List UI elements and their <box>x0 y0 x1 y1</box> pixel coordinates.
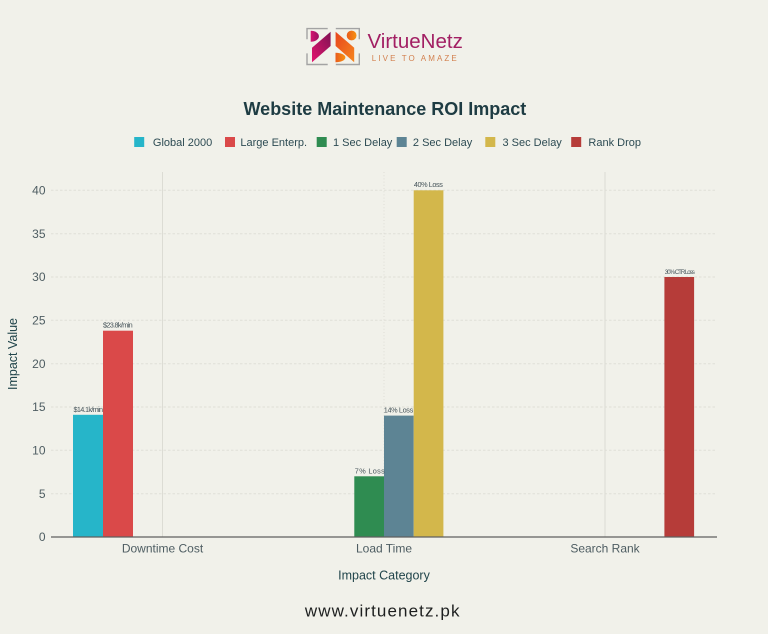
svg-text:Large Enterp.: Large Enterp. <box>240 137 307 149</box>
svg-text:$23.8k/min: $23.8k/min <box>103 321 133 330</box>
svg-text:Rank Drop: Rank Drop <box>588 137 641 149</box>
svg-text:7% Loss: 7% Loss <box>355 466 385 475</box>
svg-text:14% Loss: 14% Loss <box>384 406 414 415</box>
svg-text:Load Time: Load Time <box>356 542 412 556</box>
svg-text:Downtime Cost: Downtime Cost <box>122 542 204 556</box>
svg-text:30: 30 <box>32 270 46 284</box>
svg-text:30% CTR Loss: 30% CTR Loss <box>665 269 695 276</box>
svg-text:Impact Value: Impact Value <box>6 318 20 390</box>
svg-text:5: 5 <box>39 487 46 501</box>
svg-text:1 Sec Delay: 1 Sec Delay <box>333 137 393 149</box>
svg-text:3 Sec Delay: 3 Sec Delay <box>503 137 563 149</box>
svg-text:25: 25 <box>32 314 46 328</box>
svg-text:Search Rank: Search Rank <box>570 542 640 556</box>
svg-text:10: 10 <box>32 444 46 458</box>
svg-text:15: 15 <box>32 400 46 414</box>
svg-text:www.virtuenetz.pk: www.virtuenetz.pk <box>304 602 461 621</box>
svg-text:40: 40 <box>32 184 46 198</box>
svg-text:Global 2000: Global 2000 <box>153 137 212 149</box>
svg-text:20: 20 <box>32 357 46 371</box>
svg-text:VirtueNetz: VirtueNetz <box>368 30 463 53</box>
svg-text:35: 35 <box>32 227 46 241</box>
svg-text:Website Maintenance ROI Impact: Website Maintenance ROI Impact <box>244 99 527 119</box>
svg-text:LIVE TO AMAZE: LIVE TO AMAZE <box>372 54 459 63</box>
svg-text:Impact Category: Impact Category <box>338 569 430 583</box>
svg-text:40% Loss: 40% Loss <box>414 180 443 189</box>
svg-text:2 Sec Delay: 2 Sec Delay <box>413 137 473 149</box>
svg-text:$14.1k/min: $14.1k/min <box>74 405 104 414</box>
svg-text:0: 0 <box>39 530 46 544</box>
